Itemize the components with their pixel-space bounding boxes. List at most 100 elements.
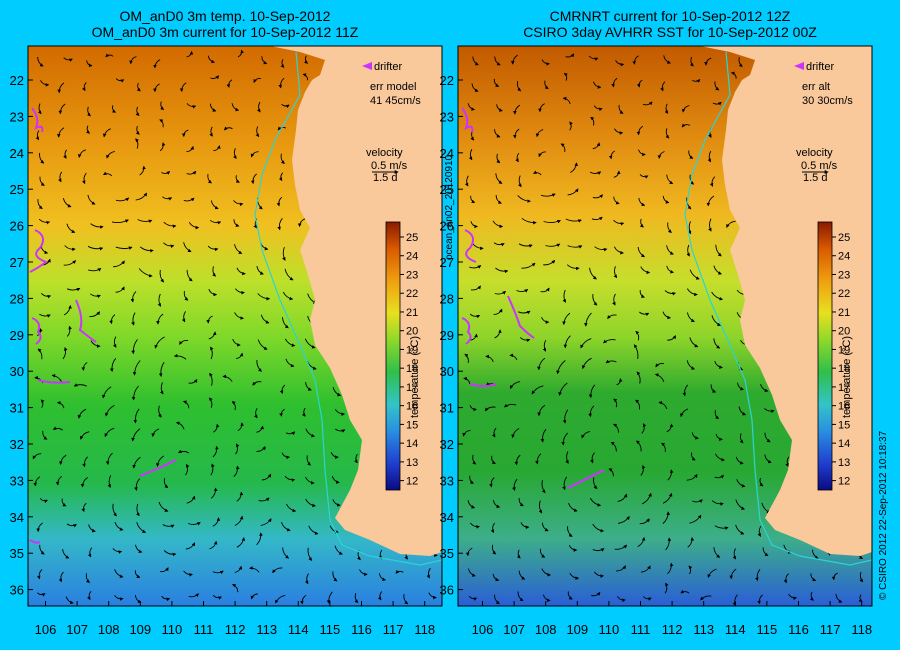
- current-vector: [492, 500, 501, 509]
- current-vector: [489, 477, 495, 488]
- current-vector: [39, 497, 48, 504]
- current-vector: [692, 79, 701, 83]
- current-vector: [112, 548, 123, 554]
- current-vector: [258, 497, 270, 502]
- latitude-tick-label: 22: [440, 73, 454, 88]
- current-vector: [86, 125, 90, 134]
- current-vector: [738, 57, 743, 67]
- current-vector: [592, 548, 605, 552]
- current-vector: [715, 244, 722, 257]
- current-vector: [603, 339, 616, 344]
- current-vector: [639, 174, 649, 179]
- right-drifter-label: drifter: [806, 61, 834, 73]
- current-vector: [236, 537, 246, 548]
- current-vector: [563, 335, 571, 349]
- current-vector: [233, 465, 240, 478]
- current-vector: [378, 573, 386, 582]
- current-vector: [512, 478, 518, 491]
- current-vector: [518, 175, 522, 188]
- current-vector: [664, 103, 669, 114]
- current-vector: [55, 476, 62, 486]
- current-vector: [90, 223, 104, 229]
- current-vector: [334, 409, 345, 416]
- current-vector: [713, 547, 721, 558]
- current-vector: [637, 246, 646, 258]
- current-vector: [759, 477, 764, 487]
- current-vector: [156, 313, 164, 325]
- current-vector: [666, 245, 674, 255]
- current-vector: [686, 312, 695, 323]
- current-vector: [567, 245, 583, 249]
- current-vector: [707, 150, 712, 163]
- current-vector: [162, 196, 173, 201]
- left-velocity-time: 1.5 d: [373, 172, 397, 184]
- current-vector: [39, 313, 51, 318]
- current-vector: [233, 219, 240, 227]
- current-vector: [639, 311, 650, 317]
- current-vector: [680, 589, 690, 594]
- latitude-tick-label: 36: [440, 583, 454, 598]
- current-vector: [257, 339, 268, 350]
- current-vector: [584, 312, 592, 327]
- current-vector: [472, 454, 477, 465]
- longitude-tick-label: 118: [414, 622, 435, 637]
- current-vector: [618, 104, 624, 114]
- left-panel-title: OM_anD0 3m temp. 10-Sep-2012 OM_anD0 3m …: [30, 8, 420, 40]
- current-vector: [617, 516, 630, 524]
- current-vector: [492, 573, 500, 582]
- middle-run-label: ocean_an02_20120910: [444, 154, 455, 260]
- current-vector: [272, 567, 283, 574]
- current-vector: [40, 292, 52, 299]
- current-vector: [188, 222, 200, 230]
- colorbar-tick-label: 16: [838, 401, 850, 413]
- current-vector: [63, 57, 73, 62]
- current-vector: [305, 498, 316, 508]
- right-legend: drifter err alt 30 30cm/s velocity 0.5 m…: [794, 61, 853, 184]
- current-vector: [689, 56, 694, 67]
- current-vector: [492, 220, 504, 229]
- current-vector: [186, 495, 196, 504]
- current-vector: [580, 338, 592, 349]
- current-vector: [39, 544, 45, 555]
- current-vector: [158, 361, 165, 377]
- current-vector: [704, 57, 712, 66]
- current-vector: [589, 267, 597, 280]
- current-vector: [130, 291, 137, 303]
- current-vector: [467, 500, 476, 509]
- current-vector: [470, 221, 478, 229]
- latitude-tick-label: 32: [440, 437, 454, 452]
- current-vector: [282, 291, 294, 301]
- longitude-tick-label: 114: [725, 622, 746, 637]
- current-vector: [186, 269, 193, 282]
- current-vector: [282, 547, 290, 559]
- current-vector: [62, 549, 70, 559]
- colorbar-tick-label: 20: [838, 326, 850, 338]
- current-vector: [56, 401, 65, 409]
- current-vector: [132, 456, 141, 469]
- longitude-tick-label: 116: [351, 622, 372, 637]
- colorbar-tick-label: 20: [406, 326, 418, 338]
- right-err-value: 30 30cm/s: [802, 95, 853, 107]
- current-vector: [329, 525, 339, 534]
- current-vector: [403, 594, 409, 605]
- current-vector: [305, 476, 315, 485]
- current-vector: [112, 503, 117, 517]
- current-vector: [209, 372, 213, 386]
- current-vector: [63, 260, 77, 266]
- current-vector: [212, 445, 219, 458]
- current-vector: [131, 339, 138, 355]
- current-vector: [469, 404, 477, 412]
- current-vector: [543, 259, 556, 266]
- current-vector: [859, 571, 864, 583]
- current-vector: [186, 170, 197, 175]
- current-vector: [183, 242, 192, 253]
- current-vector: [159, 269, 165, 283]
- current-vector: [304, 55, 308, 64]
- current-vector: [37, 592, 46, 597]
- current-vector: [569, 572, 580, 580]
- latitude-tick-label: 32: [10, 437, 24, 452]
- current-vector: [188, 593, 199, 598]
- current-vector: [332, 571, 338, 582]
- current-vector: [612, 293, 616, 306]
- current-vector: [613, 266, 618, 279]
